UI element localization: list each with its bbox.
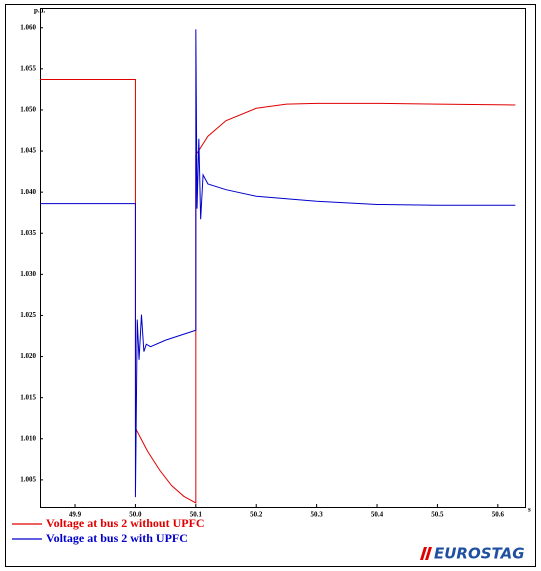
y-tick-label: 1.040	[20, 188, 36, 196]
x-tick-label: 50.2	[250, 511, 263, 519]
x-axis-label: s	[528, 506, 531, 514]
x-tick-label: 49.9	[69, 511, 82, 519]
outer-frame	[5, 4, 536, 567]
y-tick-label: 1.005	[20, 475, 36, 483]
y-tick-label: 1.045	[20, 147, 36, 155]
legend-label: Voltage at bus 2 without UPFC	[46, 516, 205, 530]
y-tick-label: 1.055	[20, 64, 36, 72]
y-tick-label: 1.010	[20, 434, 36, 442]
x-tick-label: 50.6	[492, 511, 505, 519]
x-tick-label: 50.0	[129, 511, 142, 519]
series-line	[40, 79, 516, 504]
y-tick-label: 1.035	[20, 229, 36, 237]
y-tick-label: 1.030	[20, 270, 36, 278]
logo-stripe	[425, 547, 432, 560]
legend-label: Voltage at bus 2 with UPFC	[46, 531, 188, 545]
y-tick-label: 1.015	[20, 393, 36, 401]
y-tick-label: 1.020	[20, 352, 36, 360]
y-tick-label: 1.025	[20, 311, 36, 319]
x-tick-label: 50.1	[190, 511, 203, 519]
logo-text: EUROSTAG	[434, 545, 525, 563]
logo: EUROSTAG	[420, 545, 525, 563]
x-tick-label: 50.5	[431, 511, 444, 519]
x-tick-label: 50.4	[371, 511, 384, 519]
logo-stripe	[420, 547, 427, 560]
plot-frame	[40, 8, 526, 508]
x-tick-label: 50.3	[311, 511, 324, 519]
y-axis-label: p.u.	[34, 7, 46, 15]
y-tick-label: 1.060	[20, 23, 36, 31]
series-line	[40, 29, 516, 498]
y-tick-label: 1.050	[20, 106, 36, 114]
